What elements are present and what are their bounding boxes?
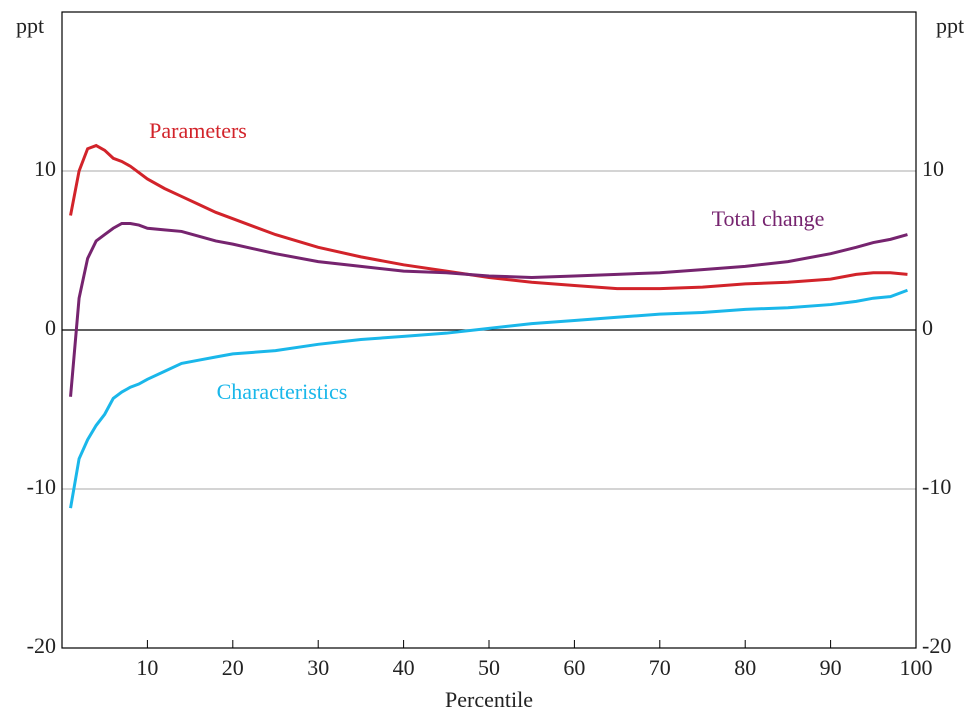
line-series xyxy=(69,288,908,509)
x-tick-label: 40 xyxy=(393,655,415,680)
y2-tick-label: -10 xyxy=(922,474,951,499)
series-label: Total change xyxy=(712,206,825,231)
y-tick-label: 10 xyxy=(34,156,56,181)
line-series xyxy=(69,221,908,397)
x-tick-label: 50 xyxy=(478,655,500,680)
y-unit-left: ppt xyxy=(16,13,44,38)
x-tick-label: 90 xyxy=(820,655,842,680)
y2-tick-label: -20 xyxy=(922,633,951,658)
x-tick-label: 10 xyxy=(136,655,158,680)
series-label: Characteristics xyxy=(217,379,348,404)
y-tick-label: -20 xyxy=(27,633,56,658)
y2-tick-label: 10 xyxy=(922,156,944,181)
series-label: Parameters xyxy=(149,118,247,143)
x-tick-label: 70 xyxy=(649,655,671,680)
y-unit-right: ppt xyxy=(936,13,964,38)
x-tick-label: 80 xyxy=(734,655,756,680)
y2-tick-label: 0 xyxy=(922,315,933,340)
plot-frame xyxy=(61,11,917,649)
y-tick-label: 0 xyxy=(45,315,56,340)
x-tick-label: 20 xyxy=(222,655,244,680)
line-series xyxy=(69,143,908,291)
x-axis-label: Percentile xyxy=(445,687,533,712)
x-tick-label: 60 xyxy=(563,655,585,680)
x-tick-label: 30 xyxy=(307,655,329,680)
y-tick-label: -10 xyxy=(27,474,56,499)
x-tick-label: 100 xyxy=(900,655,933,680)
